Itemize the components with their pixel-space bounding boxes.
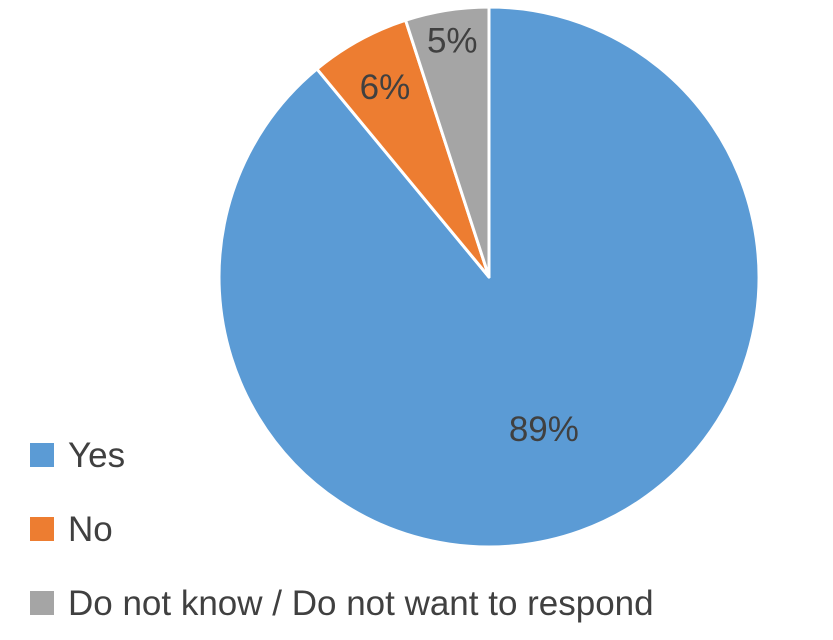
legend-swatch-do-not-know xyxy=(30,591,54,615)
pie-slice-label: 5% xyxy=(427,21,478,60)
legend-label-do-not-know: Do not know / Do not want to respond xyxy=(68,583,654,623)
pie-slice-label: 89% xyxy=(509,410,579,449)
pie-slices xyxy=(217,5,761,549)
legend-item-yes: Yes xyxy=(30,418,830,492)
pie-slice-label: 6% xyxy=(360,68,411,107)
chart-legend: Yes No Do not know / Do not want to resp… xyxy=(30,418,830,640)
legend-swatch-no xyxy=(30,517,54,541)
pie-slice-do xyxy=(404,5,491,279)
pie-slice-labels: 89% 6% 5% xyxy=(360,21,579,448)
legend-label-yes: Yes xyxy=(68,435,126,475)
legend-label-no: No xyxy=(68,509,113,549)
legend-item-do-not-know: Do not know / Do not want to respond xyxy=(30,566,830,640)
legend-swatch-yes xyxy=(30,443,54,467)
legend-item-no: No xyxy=(30,492,830,566)
